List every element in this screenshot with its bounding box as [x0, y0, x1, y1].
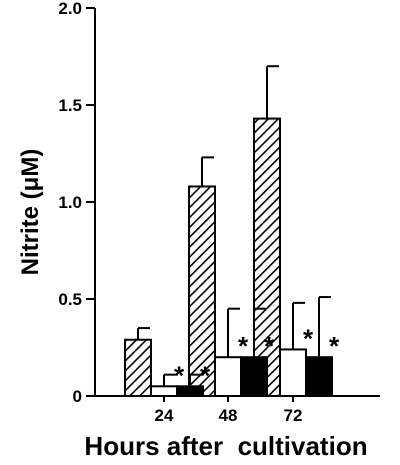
x-tick-label: 48 [219, 406, 238, 425]
bar-series1-24 [124, 338, 152, 397]
y-tick-label: 2.0 [58, 0, 82, 18]
y-tick-label: 1.0 [58, 193, 82, 212]
significance-star: * [200, 360, 211, 390]
bar-series2-48 [214, 356, 242, 398]
x-tick-label: 72 [284, 406, 303, 425]
significance-star: * [174, 360, 185, 390]
bar-series2-72 [279, 348, 307, 398]
bar-series1-72 [253, 117, 281, 398]
bar-series3-72 [305, 356, 333, 398]
significance-star: * [264, 331, 275, 361]
bar-series3-48 [240, 356, 268, 398]
significance-star: * [303, 323, 314, 353]
y-tick-label: 0 [73, 387, 82, 406]
y-tick-label: 0.5 [58, 290, 82, 309]
plot-area: 00.51.01.52.0** *** *24 48 72 [58, 0, 380, 425]
significance-star: * [329, 331, 340, 361]
y-axis-title: Nitrite (μM) [17, 149, 44, 276]
x-axis-title: Hours after cultivation [84, 431, 367, 461]
y-tick-label: 1.5 [58, 96, 82, 115]
x-tick-label: 24 [155, 406, 174, 425]
significance-star: * [238, 331, 249, 361]
